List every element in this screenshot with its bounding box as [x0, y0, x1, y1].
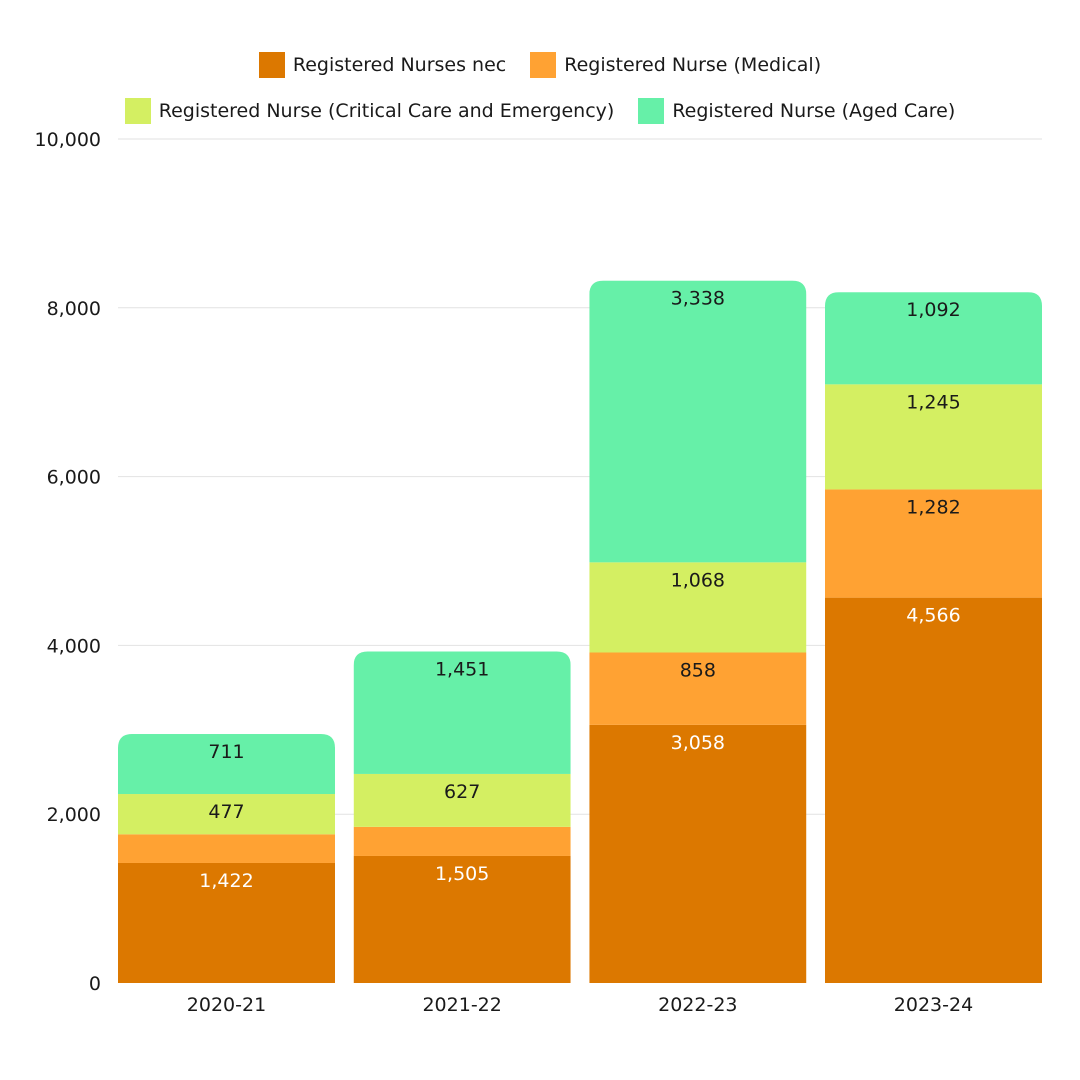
legend-label: Registered Nurse (Medical)	[564, 54, 822, 76]
legend-swatch-registered-nurse-aged-care	[638, 98, 665, 124]
bar-segment	[825, 489, 1042, 598]
bar-segment	[825, 597, 1042, 983]
data-label: 711	[208, 741, 244, 763]
legend-label: Registered Nurse (Aged Care)	[672, 100, 956, 122]
legend-swatch-registered-nurse-critical-care	[124, 98, 151, 124]
legend-row-1: Registered Nurses nec Registered Nurse (…	[0, 52, 1080, 78]
legend-item-registered-nurses-nec: Registered Nurses nec	[258, 52, 507, 78]
data-label: 627	[444, 781, 480, 803]
y-tick-label: 6,000	[47, 467, 101, 489]
bar-segment	[118, 794, 335, 835]
bar-segment	[353, 855, 571, 983]
legend-item-registered-nurse-medical: Registered Nurse (Medical)	[530, 52, 821, 78]
bar-segment	[589, 562, 807, 653]
data-label: 3,058	[671, 732, 725, 754]
x-tick-label: 2021-22	[422, 994, 501, 1016]
bar-segment	[353, 651, 571, 774]
bar-stack	[825, 292, 1042, 983]
data-label: 1,422	[199, 870, 253, 892]
legend-swatch-registered-nurse-medical	[530, 52, 557, 78]
bar-segment	[118, 734, 335, 795]
x-tick-label: 2023-24	[894, 994, 973, 1016]
y-tick-label: 0	[89, 973, 101, 995]
bar-segment	[825, 384, 1042, 490]
x-tick-label: 2020-21	[187, 994, 266, 1016]
y-tick-label: 2,000	[47, 804, 101, 826]
legend-row-2: Registered Nurse (Critical Care and Emer…	[0, 98, 1080, 124]
legend-label: Registered Nurse (Critical Care and Emer…	[158, 100, 615, 122]
legend-item-registered-nurse-aged-care: Registered Nurse (Aged Care)	[638, 98, 955, 124]
legend-item-registered-nurse-critical-care: Registered Nurse (Critical Care and Emer…	[124, 98, 615, 124]
legend-label: Registered Nurses nec	[292, 54, 507, 76]
data-label: 3,338	[671, 288, 725, 310]
bar-stack	[353, 651, 571, 983]
bar-segment	[589, 724, 807, 983]
bar-segment	[353, 773, 571, 827]
data-label: 1,451	[435, 658, 489, 680]
data-label: 1,505	[435, 863, 489, 885]
data-label: 1,282	[906, 496, 960, 518]
bar-stack	[589, 280, 807, 983]
bar-segment	[825, 292, 1042, 385]
data-label: 4,566	[906, 605, 960, 627]
y-tick-label: 8,000	[47, 298, 101, 320]
legend-swatch-registered-nurses-nec	[258, 52, 285, 78]
data-label: 1,092	[906, 299, 960, 321]
y-tick-label: 10,000	[35, 129, 101, 151]
bar-segment	[118, 862, 335, 983]
bar-segment	[118, 834, 335, 863]
bar-segment	[353, 826, 571, 856]
bar-segment	[589, 652, 807, 725]
data-label: 858	[680, 659, 716, 681]
data-label: 477	[208, 801, 244, 823]
bar-stack	[118, 734, 335, 983]
y-tick-label: 4,000	[47, 635, 101, 657]
x-tick-label: 2022-23	[658, 994, 737, 1016]
data-label: 1,245	[906, 391, 960, 413]
bar-segment	[589, 280, 807, 563]
data-label: 1,068	[671, 569, 725, 591]
